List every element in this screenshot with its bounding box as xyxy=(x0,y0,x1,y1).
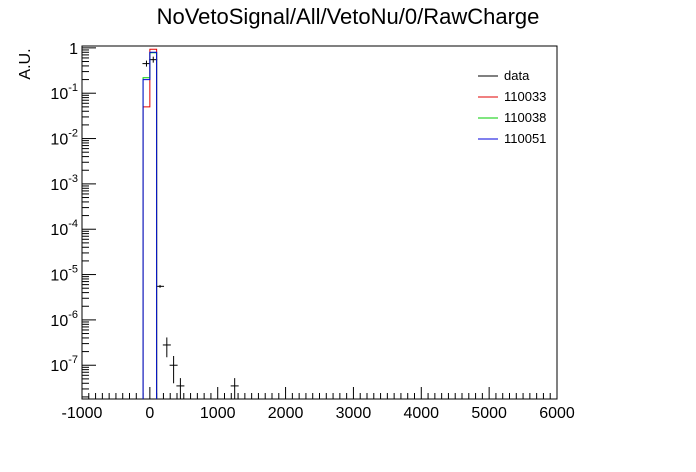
x-tick-label: 1000 xyxy=(200,405,236,422)
y-tick-label: 1 xyxy=(69,41,78,58)
x-tick-label: 0 xyxy=(145,405,154,422)
data-point xyxy=(162,337,171,358)
data-point xyxy=(149,56,158,63)
x-tick-label: 3000 xyxy=(336,405,372,422)
y-tick-label: 10-4 xyxy=(50,218,78,239)
x-tick-label: 6000 xyxy=(539,405,575,422)
y-tick-label: 10-7 xyxy=(50,354,78,375)
y-tick-label: 10-5 xyxy=(50,264,78,285)
y-tick-label: 10-6 xyxy=(50,309,78,330)
series-data xyxy=(142,56,239,399)
legend-item-110033: 110033 xyxy=(478,89,546,104)
legend: data 110033 110038 110051 xyxy=(478,68,546,146)
y-tick-label: 10-3 xyxy=(50,173,78,194)
legend-label: data xyxy=(504,68,530,83)
data-point xyxy=(142,60,151,67)
histogram-outline xyxy=(142,48,158,399)
data-point xyxy=(169,355,178,384)
plot-frame-box xyxy=(81,45,558,400)
legend-item-data: data xyxy=(478,68,530,83)
x-tick-label: 2000 xyxy=(268,405,304,422)
series-110051 xyxy=(142,51,158,399)
data-point xyxy=(176,378,185,399)
data-point xyxy=(230,378,239,399)
x-tick-label: 5000 xyxy=(471,405,507,422)
histogram-outline xyxy=(142,51,158,399)
plot-frame xyxy=(81,45,558,400)
y-axis-label: A.U. xyxy=(17,48,34,79)
legend-label: 110033 xyxy=(504,89,546,104)
x-tick-label: 4000 xyxy=(403,405,439,422)
axes: -1000 0 1000 2000 3000 4000 5000 6000 1 10-1 10-2 1… xyxy=(50,41,574,422)
legend-label: 110051 xyxy=(504,131,546,146)
legend-item-110038: 110038 xyxy=(478,110,546,125)
legend-label: 110038 xyxy=(504,110,546,125)
legend-item-110051: 110051 xyxy=(478,131,546,146)
y-tick-label: 10-1 xyxy=(50,82,78,103)
y-tick-label: 10-2 xyxy=(50,128,78,149)
series-110033 xyxy=(142,48,158,399)
x-tick-label: -1000 xyxy=(62,405,103,422)
series-layer xyxy=(142,48,239,399)
data-point xyxy=(156,284,165,288)
chart-title: NoVetoSignal/All/VetoNu/0/RawCharge xyxy=(157,4,540,29)
